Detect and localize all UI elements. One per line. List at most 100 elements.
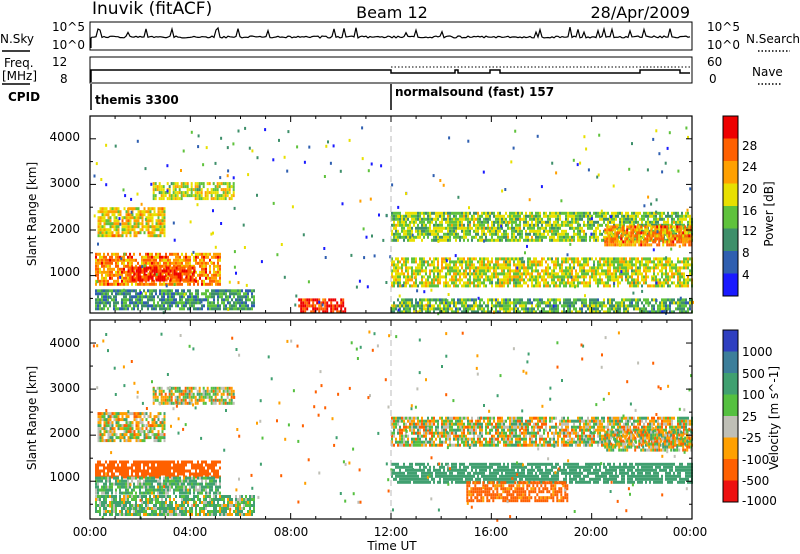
power-cell	[659, 263, 661, 267]
power-cell	[593, 229, 595, 233]
power-cell	[399, 220, 401, 224]
power-cell	[674, 228, 677, 232]
power-cell	[671, 220, 673, 224]
power-cell	[161, 231, 164, 235]
power-cell	[131, 275, 134, 279]
power-cell	[525, 304, 527, 308]
power-cell	[471, 298, 473, 302]
power-cell	[409, 220, 411, 224]
power-cell	[165, 278, 168, 282]
power-cell	[465, 217, 467, 221]
power-cell	[173, 264, 175, 268]
power-cell	[455, 310, 457, 314]
power-speckle	[100, 178, 103, 181]
power-cell	[629, 284, 631, 288]
power-cell	[175, 252, 177, 256]
power-speckle	[120, 257, 123, 261]
power-cell	[477, 307, 479, 311]
power-cell	[511, 235, 513, 239]
power-speckle	[576, 163, 579, 167]
power-cell	[605, 284, 607, 288]
power-cell	[653, 260, 655, 264]
power-cell	[183, 258, 185, 262]
power-cell	[217, 270, 219, 274]
power-cell	[555, 220, 557, 224]
power-cell	[109, 282, 111, 286]
power-cell	[529, 263, 531, 267]
power-cell	[541, 307, 543, 311]
power-cell	[171, 272, 174, 276]
power-cell	[253, 304, 255, 308]
power-cell	[239, 304, 241, 308]
power-speckle	[677, 169, 680, 173]
power-cell	[517, 307, 519, 311]
power-cell	[555, 284, 557, 288]
power-cell	[627, 310, 629, 314]
power-cell	[139, 231, 142, 235]
power-cell	[133, 222, 136, 226]
power-cell	[645, 223, 647, 227]
power-cell	[249, 307, 251, 311]
power-cell	[680, 237, 683, 241]
power-cell	[141, 301, 143, 305]
power-cell	[569, 257, 571, 261]
power-cell	[111, 270, 113, 274]
power-cell	[163, 231, 166, 235]
power-cell	[99, 267, 101, 271]
power-cell	[475, 217, 477, 221]
power-cell	[433, 307, 435, 311]
power-cell	[605, 260, 607, 264]
power-cell	[513, 260, 515, 264]
power-cell	[312, 298, 315, 302]
power-cell	[676, 234, 679, 238]
power-cell	[627, 260, 629, 264]
power-cell	[625, 260, 627, 264]
power-cell	[471, 307, 473, 311]
power-cell	[629, 223, 631, 227]
power-cell	[113, 207, 116, 211]
power-cell	[551, 260, 553, 264]
power-cell	[245, 301, 247, 305]
power-cell	[465, 211, 467, 215]
power-cell	[318, 304, 321, 308]
power-cell	[318, 298, 321, 302]
power-cell	[399, 284, 401, 288]
power-cell	[178, 191, 181, 195]
power-cell	[615, 257, 617, 261]
power-cell	[411, 238, 413, 242]
power-cell	[99, 225, 102, 229]
power-cell	[226, 191, 229, 195]
power-cell	[212, 182, 215, 186]
power-cell	[665, 298, 667, 302]
power-cell	[485, 217, 487, 221]
power-cell	[606, 231, 609, 235]
power-cell	[201, 304, 203, 308]
power-cell	[483, 223, 485, 227]
power-cell	[683, 263, 685, 267]
power-cell	[605, 257, 607, 261]
power-cell	[403, 217, 405, 221]
power-cell	[226, 194, 229, 198]
power-cell	[111, 273, 113, 277]
power-cell	[687, 281, 689, 285]
power-cell	[169, 266, 172, 270]
power-cell	[405, 235, 407, 239]
power-cell	[232, 185, 235, 189]
power-cell	[232, 191, 235, 195]
power-cell	[662, 231, 665, 235]
power-cell	[125, 219, 128, 223]
power-cell	[606, 228, 609, 232]
power-cell	[633, 272, 635, 276]
power-cell	[579, 229, 581, 233]
power-cell	[557, 278, 559, 282]
power-cell	[457, 217, 459, 221]
power-cell	[224, 182, 227, 186]
power-cell	[527, 232, 529, 236]
power-cell	[585, 284, 587, 288]
power-cell	[475, 223, 477, 227]
power-cell	[485, 232, 487, 236]
power-cell	[221, 298, 223, 302]
power-cell	[547, 284, 549, 288]
power-cell	[527, 266, 529, 270]
power-speckle	[437, 312, 440, 316]
